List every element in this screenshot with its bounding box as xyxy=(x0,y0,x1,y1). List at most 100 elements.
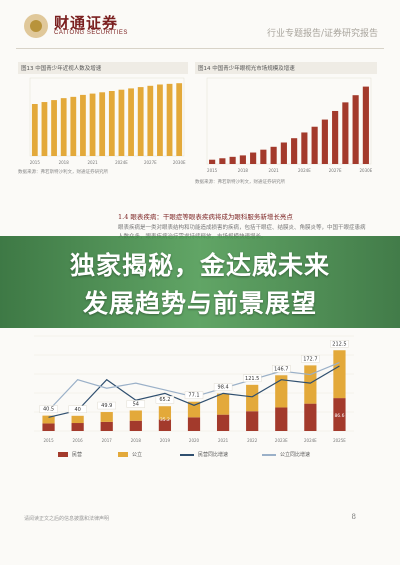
plot-area xyxy=(206,77,372,165)
data-label-box xyxy=(330,340,349,348)
bar-public xyxy=(71,415,84,424)
brand-name: 财通证券 xyxy=(54,14,119,32)
bar-private xyxy=(216,414,230,431)
bar xyxy=(321,119,328,164)
x-tick-label: 2021 xyxy=(269,168,280,173)
bar xyxy=(352,95,359,164)
bar-private xyxy=(71,423,84,431)
data-label: 172.7 xyxy=(303,356,317,362)
bar-private xyxy=(100,421,113,431)
bar xyxy=(311,126,318,164)
bar xyxy=(31,104,38,156)
section-heading: 1.4 眼表疾病：干眼症等眼表疾病将成为眼科服务新增长亮点 xyxy=(118,213,293,221)
x-tick-label: 2021 xyxy=(87,160,98,165)
data-label: 86.6 xyxy=(334,413,344,419)
x-tick-label: 2021 xyxy=(218,438,229,443)
bar xyxy=(137,87,144,156)
legend-line-public-growth xyxy=(262,453,276,456)
data-label: 40 xyxy=(74,407,80,413)
legend-line-private-growth xyxy=(180,453,194,456)
x-tick-label: 2024E xyxy=(298,168,311,173)
report-type-label: 行业专题报告/证券研究报告 xyxy=(266,29,378,39)
bar xyxy=(166,83,173,156)
bar-private xyxy=(42,423,55,431)
figure-13-source: 数据来源：弗若斯特沙利文，财通证券研究所 xyxy=(18,170,108,175)
x-tick-label: 2018 xyxy=(238,168,249,173)
x-tick-label: 2015 xyxy=(43,438,54,443)
x-tick-label: 2020 xyxy=(189,438,200,443)
bar xyxy=(157,84,163,156)
data-label: 49.9 xyxy=(101,403,112,409)
bar xyxy=(176,83,183,156)
x-tick-label: 2025E xyxy=(333,438,346,443)
figure-14-title: 图14 中国青少年眼视光市场规模及增速 xyxy=(195,62,377,74)
bar xyxy=(70,96,77,156)
bar-public xyxy=(304,365,317,404)
main-chart: 2015 2016 2017 2018 2019 2020 2021 2022 2023E 202… xyxy=(34,335,354,443)
bar xyxy=(60,98,67,156)
bar xyxy=(291,138,298,164)
legend-swatch-private xyxy=(58,452,68,457)
legend-label-private: 民营 xyxy=(72,452,83,458)
bar xyxy=(239,155,246,164)
bar xyxy=(147,85,154,156)
x-tick-label: 2024E xyxy=(115,160,128,165)
data-label-box xyxy=(126,400,146,408)
bar-private xyxy=(187,417,201,431)
x-tick-label: 2027E xyxy=(144,160,157,165)
data-label: 98.4 xyxy=(218,385,229,391)
legend-private-growth: 民营同比增速 xyxy=(180,451,228,458)
bar-private xyxy=(129,420,142,431)
x-tick-label: 2016 xyxy=(73,438,84,443)
banner-title-line-2: 发展趋势与前景展望 xyxy=(82,289,317,318)
bar xyxy=(342,102,349,164)
x-tick-label: 2022 xyxy=(247,438,258,443)
bar xyxy=(41,102,48,156)
bar-public xyxy=(158,406,172,420)
legend-label-public-growth: 公立同比增速 xyxy=(280,452,311,458)
bar-public xyxy=(333,350,346,399)
bar xyxy=(118,89,125,156)
bar-public xyxy=(187,401,201,418)
bar xyxy=(209,159,216,164)
x-tick-label: 2018 xyxy=(59,160,70,165)
figure-13-chart: 2015 2018 2021 2024E 2027E 2030E xyxy=(29,77,186,165)
bar xyxy=(89,93,96,156)
data-label-box xyxy=(97,401,116,410)
figure-14-source: 数据来源：弗若斯特沙利文，财通证券研究所 xyxy=(195,180,285,185)
bar xyxy=(229,156,236,164)
data-label-box xyxy=(39,405,58,413)
bar-public xyxy=(129,410,142,421)
x-tick-label: 2019 xyxy=(160,438,171,443)
bar xyxy=(128,88,134,156)
legend-public: 公立 xyxy=(118,451,142,458)
data-label: 212.5 xyxy=(332,341,346,347)
x-tick-label: 2024E xyxy=(304,438,317,443)
bar-public xyxy=(100,412,113,422)
data-label-box xyxy=(213,383,233,391)
figure-14-chart: 2015 2018 2021 2024E 2027E 2030E xyxy=(206,77,373,173)
bar xyxy=(260,149,267,164)
growth-line xyxy=(48,365,340,418)
data-label: 77.1 xyxy=(188,393,199,399)
bar xyxy=(332,110,339,164)
bar-private xyxy=(304,403,317,431)
plot-area xyxy=(29,77,185,157)
bar xyxy=(219,158,226,164)
legend-label-private-growth: 民营同比增速 xyxy=(198,452,229,458)
data-label-box xyxy=(242,374,262,383)
bar-public xyxy=(246,384,259,412)
bar xyxy=(99,92,106,156)
data-label-box xyxy=(301,355,320,363)
legend-public-growth: 公立同比增速 xyxy=(262,451,310,458)
data-label: 35.2 xyxy=(160,417,170,423)
data-label: 121.5 xyxy=(245,376,259,382)
x-tick-label: 2015 xyxy=(207,168,218,173)
footer-disclaimer: 请阅读正文之后的信息披露和法律声明 xyxy=(24,516,110,522)
x-tick-label: 2017 xyxy=(102,438,113,443)
x-tick-label: 2030E xyxy=(173,160,186,165)
header-divider xyxy=(16,48,384,49)
bar-private xyxy=(246,411,259,431)
bar xyxy=(250,152,257,164)
